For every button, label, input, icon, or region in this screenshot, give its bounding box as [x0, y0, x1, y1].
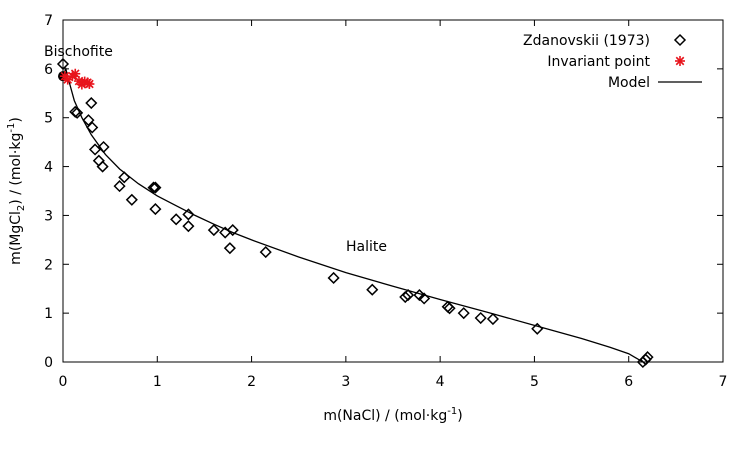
y-tick-label: 4 — [44, 160, 53, 176]
data-point-zdanovskii — [170, 213, 183, 226]
axis-ticks: 0 1 2 3 4 5 6 7 0 1 2 3 4 5 6 7 — [44, 13, 727, 390]
data-point-zdanovskii — [399, 290, 412, 304]
data-point-zdanovskii — [182, 220, 195, 233]
data-point-zdanovskii — [125, 193, 138, 206]
data-point-zdanovskii — [418, 292, 431, 305]
data-point-zdanovskii — [56, 57, 70, 71]
data-point-zdanovskii — [149, 181, 162, 194]
x-tick-label: 7 — [719, 374, 728, 390]
y-tick-label: 3 — [44, 208, 53, 224]
legend-label-model: Model — [608, 75, 650, 91]
data-point-zdanovskii — [402, 289, 415, 302]
legend-diamond-mark — [673, 33, 687, 47]
data-point-zdanovskii — [85, 96, 98, 110]
data-point-zdanovskii — [92, 154, 105, 167]
data-point-zdanovskii — [327, 271, 340, 285]
data-point-zdanovskii — [182, 208, 195, 221]
data-point-zdanovskii — [413, 289, 426, 302]
x-tick-label: 6 — [624, 374, 633, 390]
data-point-zdanovskii — [366, 283, 379, 296]
y-tick-label: 0 — [44, 355, 53, 371]
y-tick-label: 2 — [44, 257, 53, 273]
legend-label-invariant-point: Invariant point — [547, 54, 650, 70]
data-point-zdanovskii — [486, 312, 500, 326]
x-tick-label: 2 — [247, 374, 256, 390]
x-axis-label: m(NaCl) / (mol·kg-1) — [323, 406, 462, 424]
data-point-zdanovskii — [82, 114, 95, 127]
data-point-zdanovskii — [443, 302, 456, 315]
legend-marker-diamond — [673, 33, 687, 47]
y-tick-label: 1 — [44, 306, 53, 322]
data-point-invariant — [70, 68, 81, 79]
data-point-zdanovskii — [118, 171, 131, 184]
data-point-zdanovskii — [223, 242, 236, 255]
x-tick-label: 3 — [341, 374, 350, 390]
y-tick-label: 7 — [44, 13, 53, 29]
data-point-zdanovskii — [641, 351, 654, 364]
series-line-model — [62, 66, 644, 363]
data-point-zdanovskii — [97, 140, 110, 154]
plot-frame — [62, 19, 724, 363]
x-tick-label: 1 — [153, 374, 162, 390]
legend-marker-asterisk — [675, 56, 685, 66]
data-point-zdanovskii — [457, 307, 470, 320]
annotation-bischofite: Bischofite — [44, 44, 113, 60]
legend-label-zdanovskii: Zdanovskii (1973) — [523, 33, 650, 49]
legend-asterisk-mark — [675, 56, 685, 66]
data-point-zdanovskii — [96, 160, 109, 173]
data-point-zdanovskii — [474, 311, 487, 325]
data-point-zdanovskii — [441, 300, 454, 313]
data-point-zdanovskii — [69, 105, 82, 118]
legend: Zdanovskii (1973) Invariant point Model — [523, 33, 702, 91]
data-point-invariant — [84, 79, 95, 90]
data-point-zdanovskii — [86, 121, 99, 134]
data-point-zdanovskii — [147, 181, 160, 194]
x-tick-label: 0 — [59, 374, 68, 390]
chart-marks — [56, 57, 654, 369]
data-point-zdanovskii — [259, 246, 272, 259]
annotation-halite: Halite — [346, 239, 387, 255]
data-point-zdanovskii — [207, 224, 220, 237]
x-tick-label: 5 — [530, 374, 539, 390]
data-point-zdanovskii — [531, 322, 544, 335]
y-axis-label: m(MgCl2) / (mol·kg-1) — [6, 117, 27, 265]
x-tick-label: 4 — [436, 374, 445, 390]
data-point-zdanovskii — [113, 180, 126, 193]
y-tick-label: 6 — [44, 62, 53, 78]
data-point-zdanovskii — [226, 224, 239, 237]
y-tick-label: 5 — [44, 111, 53, 127]
data-point-zdanovskii — [149, 203, 162, 216]
